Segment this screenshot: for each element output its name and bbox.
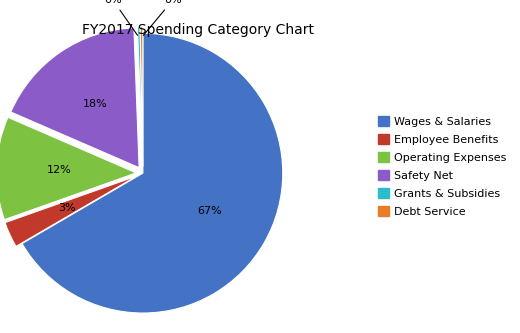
- Text: 0%: 0%: [144, 0, 181, 35]
- Wedge shape: [137, 27, 142, 166]
- Text: 12%: 12%: [47, 165, 71, 175]
- Legend: Wages & Salaries, Employee Benefits, Operating Expenses, Safety Net, Grants & Su: Wages & Salaries, Employee Benefits, Ope…: [374, 113, 509, 220]
- Wedge shape: [0, 117, 136, 220]
- Text: 0%: 0%: [104, 0, 137, 35]
- Wedge shape: [11, 28, 139, 167]
- Text: 18%: 18%: [83, 99, 108, 109]
- Wedge shape: [5, 176, 137, 246]
- Text: 67%: 67%: [197, 206, 222, 216]
- Wedge shape: [22, 33, 283, 313]
- Text: FY2017 Spending Category Chart: FY2017 Spending Category Chart: [82, 23, 314, 37]
- Text: 3%: 3%: [58, 203, 75, 213]
- Wedge shape: [140, 27, 143, 166]
